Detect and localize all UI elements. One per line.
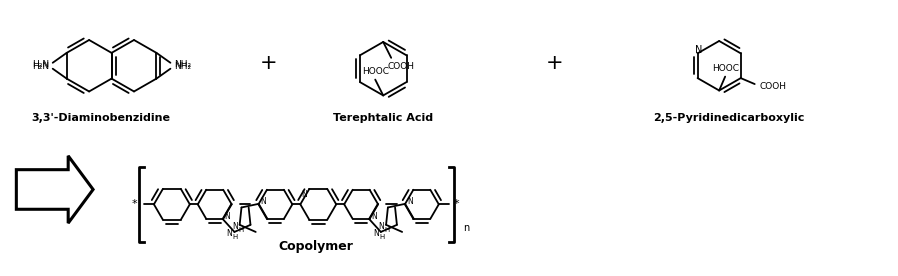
Text: *: * <box>453 199 460 209</box>
Text: HOOC: HOOC <box>362 67 389 76</box>
Text: H₂N: H₂N <box>32 62 49 71</box>
Text: N: N <box>260 197 267 206</box>
Text: N: N <box>378 222 384 231</box>
Text: H: H <box>384 227 390 233</box>
Text: N: N <box>224 213 231 221</box>
Text: H: H <box>238 227 243 233</box>
Text: COOH: COOH <box>759 81 786 91</box>
Text: Copolymer: Copolymer <box>279 240 354 253</box>
Text: n: n <box>463 223 470 233</box>
Text: 2,5-Pyridinedicarboxylic: 2,5-Pyridinedicarboxylic <box>654 113 805 123</box>
Text: N: N <box>373 229 379 238</box>
Text: N: N <box>407 197 413 206</box>
Text: 3,3'-Diaminobenzidine: 3,3'-Diaminobenzidine <box>31 113 171 123</box>
Text: Terephtalic Acid: Terephtalic Acid <box>333 113 433 123</box>
Text: N: N <box>371 213 377 221</box>
Text: *: * <box>131 199 136 209</box>
Text: NH₂: NH₂ <box>174 62 191 71</box>
Text: H₂N: H₂N <box>32 60 49 69</box>
Text: COOH: COOH <box>388 62 415 71</box>
Text: NH₂: NH₂ <box>174 60 191 69</box>
Text: N: N <box>302 190 307 199</box>
Text: HOOC: HOOC <box>711 64 739 73</box>
Text: N: N <box>232 222 238 231</box>
Text: N: N <box>226 229 233 238</box>
Text: N: N <box>695 45 702 55</box>
Text: H: H <box>233 234 238 240</box>
Text: +: + <box>546 53 563 73</box>
Text: +: + <box>260 53 277 73</box>
Text: H: H <box>379 234 384 240</box>
